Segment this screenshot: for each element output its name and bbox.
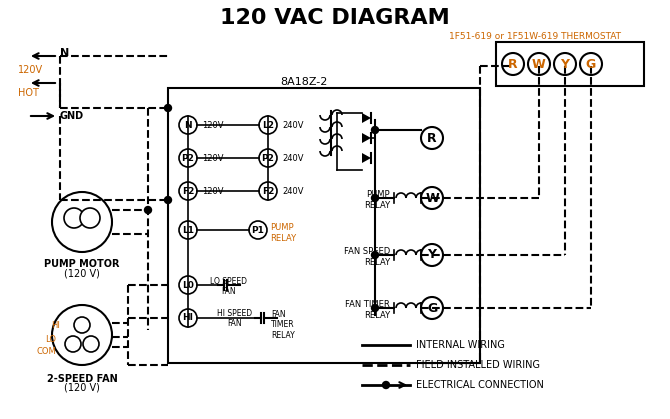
Text: PUMP MOTOR: PUMP MOTOR [44,259,120,269]
Text: 8A18Z-2: 8A18Z-2 [280,77,328,87]
Text: HI SPEED
FAN: HI SPEED FAN [218,309,253,328]
Text: FAN
TIMER
RELAY: FAN TIMER RELAY [271,310,295,340]
Text: R: R [508,57,518,70]
Circle shape [52,192,112,252]
Text: FAN TIMER
RELAY: FAN TIMER RELAY [345,300,390,320]
Circle shape [179,221,197,239]
Circle shape [165,197,172,204]
Circle shape [421,127,443,149]
Text: F2: F2 [262,186,274,196]
Text: HI: HI [51,321,60,329]
Text: L1: L1 [182,225,194,235]
Circle shape [502,53,524,75]
Text: LO: LO [45,336,56,344]
Circle shape [528,53,550,75]
Text: HI: HI [182,313,194,323]
Text: W: W [425,191,439,204]
Circle shape [52,305,112,365]
Text: L2: L2 [262,121,274,129]
Text: 120V: 120V [202,186,224,196]
Circle shape [383,382,389,388]
Circle shape [371,305,379,311]
Polygon shape [362,113,371,123]
Text: P1: P1 [251,225,265,235]
Circle shape [371,251,379,259]
Text: G: G [586,57,596,70]
Circle shape [65,336,81,352]
Circle shape [554,53,576,75]
Text: HOT: HOT [18,88,39,98]
Circle shape [179,182,197,200]
Circle shape [371,127,379,134]
Text: P2: P2 [261,153,275,163]
Circle shape [249,221,267,239]
Text: PUMP
RELAY: PUMP RELAY [364,190,390,210]
Text: R: R [427,132,437,145]
Circle shape [64,208,84,228]
Text: LO SPEED
FAN: LO SPEED FAN [210,277,247,296]
Text: N: N [184,121,192,129]
Circle shape [165,104,172,111]
Text: Y: Y [427,248,436,261]
Circle shape [421,297,443,319]
Circle shape [259,149,277,167]
Text: FAN SPEED
RELAY: FAN SPEED RELAY [344,247,390,267]
Text: INTERNAL WIRING: INTERNAL WIRING [416,340,505,350]
Bar [168,88,480,363]
Text: F2: F2 [182,186,194,196]
Circle shape [83,336,99,352]
Circle shape [145,207,151,214]
Text: Y: Y [561,57,570,70]
Text: 2-SPEED FAN: 2-SPEED FAN [47,374,117,384]
Circle shape [259,182,277,200]
Circle shape [179,149,197,167]
Text: (120 V): (120 V) [64,383,100,393]
Text: 120V: 120V [202,153,224,163]
Text: ELECTRICAL CONNECTION: ELECTRICAL CONNECTION [416,380,544,390]
Circle shape [179,276,197,294]
Text: P2: P2 [182,153,194,163]
Circle shape [421,244,443,266]
Text: FIELD INSTALLED WIRING: FIELD INSTALLED WIRING [416,360,540,370]
Text: COM: COM [36,347,56,355]
Circle shape [580,53,602,75]
Circle shape [80,208,100,228]
Circle shape [74,317,90,333]
Text: 240V: 240V [282,186,304,196]
Polygon shape [362,153,371,163]
Text: (120 V): (120 V) [64,269,100,279]
Text: GND: GND [60,111,84,121]
Polygon shape [362,133,371,143]
Circle shape [421,187,443,209]
Text: PUMP
RELAY: PUMP RELAY [270,223,296,243]
Text: W: W [532,57,546,70]
Bar [496,42,644,86]
Text: 120V: 120V [18,65,43,75]
Text: G: G [427,302,437,315]
Circle shape [371,194,379,202]
Circle shape [179,309,197,327]
Circle shape [179,116,197,134]
Text: 1F51-619 or 1F51W-619 THERMOSTAT: 1F51-619 or 1F51W-619 THERMOSTAT [449,31,621,41]
Text: 120V: 120V [202,121,224,129]
Text: 120 VAC DIAGRAM: 120 VAC DIAGRAM [220,8,450,28]
Text: 240V: 240V [282,153,304,163]
Circle shape [259,116,277,134]
Text: 240V: 240V [282,121,304,129]
Text: N: N [60,48,69,58]
Text: L0: L0 [182,280,194,290]
